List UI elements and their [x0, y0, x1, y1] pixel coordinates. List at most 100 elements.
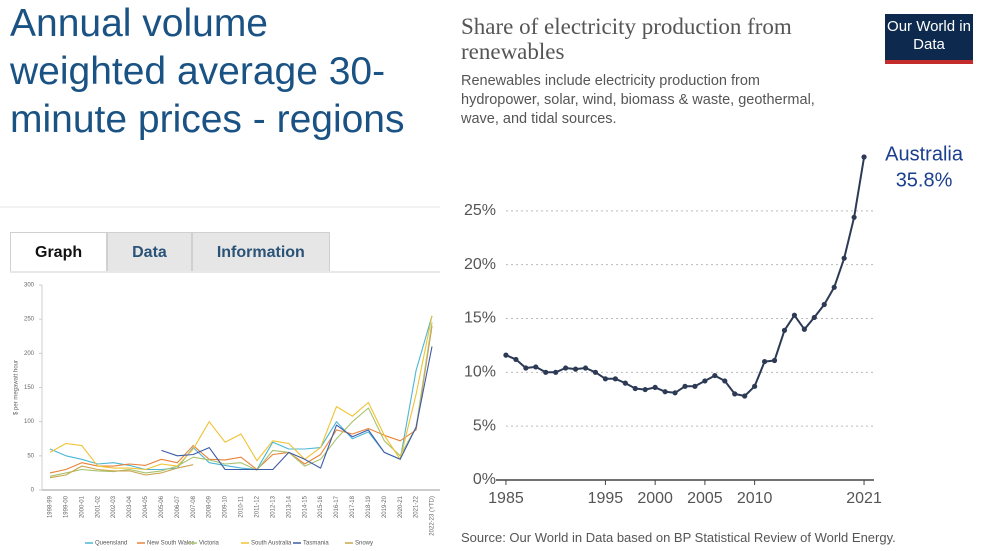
x-tick-label: 2005	[687, 490, 723, 507]
point	[722, 378, 728, 384]
x-tick-label: 2000	[637, 490, 673, 507]
point	[563, 365, 569, 371]
point	[582, 365, 589, 371]
chart-subtitle: Renewables include electricity productio…	[461, 73, 815, 127]
x-tick-label: 2011-12	[254, 495, 260, 517]
x-tick-label: 2021-22	[414, 495, 420, 518]
series-line	[49, 315, 433, 471]
x-tick-label: 2010	[737, 490, 773, 507]
point	[602, 376, 609, 382]
point	[791, 312, 798, 318]
point	[732, 391, 738, 397]
legend-label: Queensland	[95, 541, 127, 547]
point	[702, 378, 708, 384]
y-tick-label: 150	[24, 385, 35, 391]
point	[503, 352, 509, 358]
x-tick-label: 2009-10	[223, 495, 229, 518]
tab[interactable]: Information	[191, 232, 330, 271]
x-tick-label: 2000-01	[79, 495, 85, 518]
point	[752, 383, 758, 389]
point	[612, 376, 618, 382]
point	[742, 393, 748, 399]
series-line	[49, 322, 433, 477]
point	[572, 366, 579, 372]
x-tick-label: 2022-23 (YTD)	[430, 496, 436, 536]
y-tick-label: 0	[31, 488, 35, 494]
y-tick-label: 200	[24, 351, 35, 357]
x-tick-label: 2004-05	[143, 495, 149, 518]
series-line	[49, 464, 194, 479]
x-tick-label: 2018-19	[366, 495, 372, 518]
x-tick-label: 1998-99	[48, 495, 54, 518]
x-tick-label: 1985	[488, 490, 524, 507]
point	[771, 357, 778, 364]
x-tick-label: 2019-20	[382, 495, 388, 518]
y-tick-label: 25%	[464, 202, 496, 219]
legend-label: Victoria	[199, 541, 220, 547]
chart-title: Share of electricity production from ren…	[461, 14, 792, 64]
tab[interactable]: Graph	[10, 232, 108, 271]
x-tick-label: 2002-03	[111, 495, 117, 518]
point	[781, 327, 788, 333]
y-tick-label: 20%	[464, 256, 496, 273]
point	[652, 384, 658, 391]
point	[543, 369, 549, 375]
y-tick-label: 10%	[464, 364, 496, 381]
x-tick-label: 1995	[588, 490, 624, 507]
x-tick-label: 2021	[846, 490, 882, 507]
y-tick-label: 250	[24, 317, 35, 323]
point	[632, 385, 638, 392]
point	[533, 364, 539, 370]
x-tick-label: 2015-16	[318, 495, 324, 518]
point	[841, 255, 847, 261]
legend-label: Tasmania	[303, 541, 329, 547]
y-tick-label: 50	[27, 453, 34, 459]
x-tick-label: 2017-18	[350, 495, 356, 518]
x-tick-label: 2010-11	[239, 495, 245, 517]
annotation: 35.8%	[896, 169, 953, 191]
logo[interactable]: Our World in Data	[885, 14, 973, 64]
point	[821, 301, 827, 308]
y-tick-label: 5%	[473, 417, 496, 434]
x-tick-label: 2001-02	[95, 495, 101, 518]
x-tick-label: 2007-08	[191, 495, 197, 518]
point	[642, 386, 648, 393]
point	[513, 356, 519, 363]
point	[592, 369, 599, 375]
point	[811, 314, 817, 321]
point	[523, 365, 529, 371]
x-tick-label: 2013-14	[286, 495, 292, 518]
x-tick-label: 2008-09	[207, 495, 213, 518]
x-tick-label: 2003-04	[127, 495, 133, 518]
point	[672, 390, 678, 396]
tab-bar: Graph Data Information	[10, 232, 330, 271]
x-tick-label: 2006-07	[175, 495, 181, 518]
point	[692, 383, 698, 389]
tab[interactable]: Data	[107, 232, 192, 271]
point	[861, 154, 867, 160]
series-line	[49, 325, 433, 474]
point	[761, 358, 768, 365]
x-tick-label: 2020-21	[398, 495, 404, 518]
point	[662, 389, 668, 395]
y-tick-label: 100	[24, 419, 35, 425]
point	[682, 383, 688, 389]
point	[831, 284, 837, 290]
point	[851, 214, 857, 220]
y-tick-label: 300	[24, 283, 35, 289]
y-axis-label: $ per megawatt hour	[14, 360, 20, 415]
legend-label: New South Wales	[147, 541, 194, 547]
series-line	[505, 156, 866, 397]
x-tick-label: 1999-00	[63, 495, 69, 518]
x-tick-label: 2014-15	[302, 495, 308, 518]
legend-label: Snowy	[355, 541, 373, 547]
series-line	[49, 315, 433, 471]
point	[712, 372, 718, 379]
x-tick-label: 2005-06	[159, 495, 165, 518]
series-line	[161, 346, 433, 471]
point	[801, 326, 807, 332]
series-label: Australia	[885, 143, 964, 165]
x-tick-label: 2012-13	[270, 495, 276, 518]
